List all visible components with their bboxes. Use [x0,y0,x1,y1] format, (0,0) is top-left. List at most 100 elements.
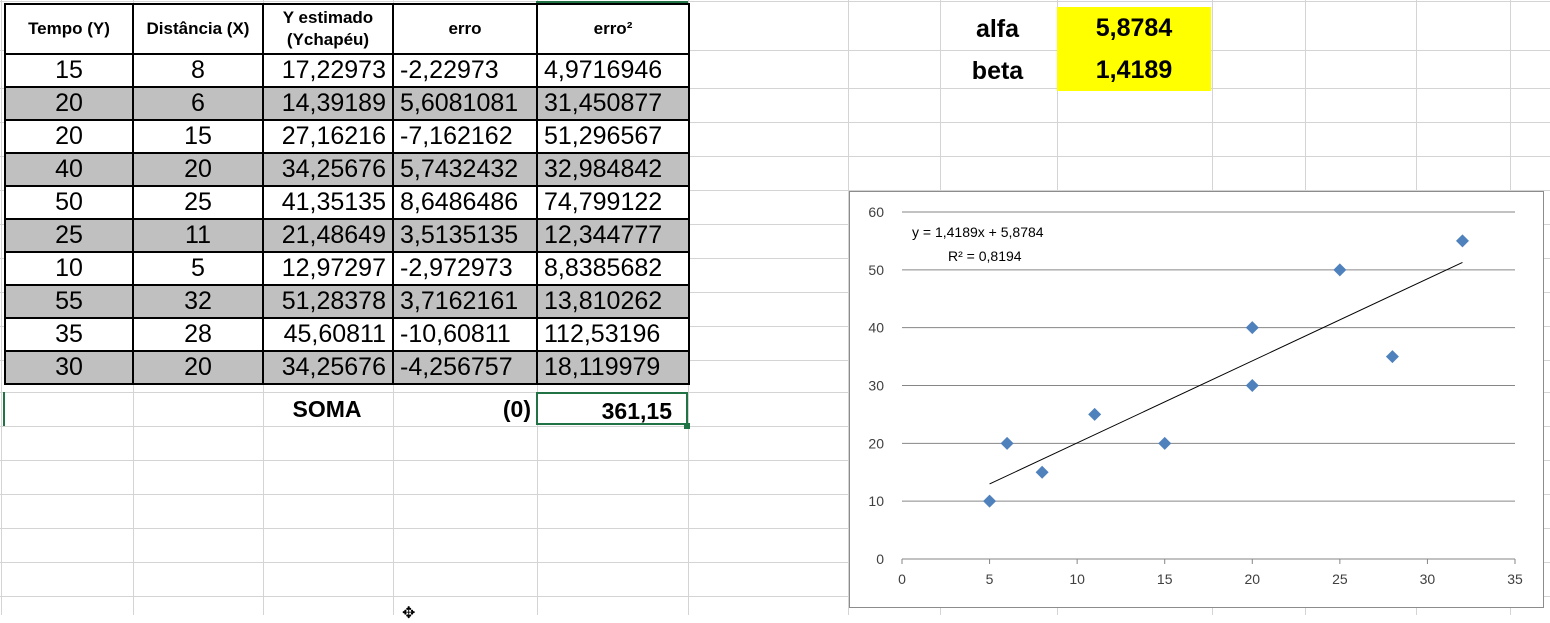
grid-line [0,528,1550,529]
fill-handle[interactable] [684,423,690,429]
grid-line [0,1,1550,2]
erro2-cell[interactable]: 4,9716946 [536,53,690,88]
header-distancia[interactable]: Distância (X) [132,3,264,55]
y-estimado-cell[interactable]: 51,28378 [262,284,394,319]
table-row: 25 11 21,48649 3,5135135 12,344777 [4,218,690,253]
distancia-cell[interactable]: 25 [132,185,264,220]
alfa-label[interactable]: alfa [975,15,1020,43]
data-point[interactable] [1088,407,1102,421]
y-estimado-cell[interactable]: 34,25676 [262,152,394,187]
x-tick-label: 30 [1420,571,1436,587]
distancia-cell[interactable]: 32 [132,284,264,319]
erro-cell[interactable]: 5,7432432 [392,152,538,187]
grid-line [1,0,2,615]
y-tick-label: 60 [868,204,884,220]
data-point[interactable] [1158,436,1172,450]
grid-line [0,292,1550,293]
grid-line [0,224,1550,225]
data-point[interactable] [1385,350,1399,364]
y-estimado-cell[interactable]: 45,60811 [262,317,394,352]
table-row: 20 6 14,39189 5,6081081 31,450877 [4,86,690,121]
erro-cell[interactable]: -2,972973 [392,251,538,286]
distancia-cell[interactable]: 6 [132,86,264,121]
soma-label[interactable]: SOMA [292,396,362,422]
erro2-cell[interactable]: 51,296567 [536,119,690,154]
y-estimado-cell[interactable]: 14,39189 [262,86,394,121]
header-tempo[interactable]: Tempo (Y) [4,3,134,55]
erro2-cell[interactable]: 8,8385682 [536,251,690,286]
erro-cell[interactable]: 5,6081081 [392,86,538,121]
data-point[interactable] [1245,321,1259,335]
tempo-cell[interactable]: 40 [4,152,134,187]
erro-cell[interactable]: 3,5135135 [392,218,538,253]
y-tick-label: 10 [868,493,884,509]
distancia-cell[interactable]: 5 [132,251,264,286]
grid-line [0,50,1550,51]
distancia-cell[interactable]: 11 [132,218,264,253]
distancia-cell[interactable]: 8 [132,53,264,88]
data-point[interactable] [1000,436,1014,450]
tempo-cell[interactable]: 50 [4,185,134,220]
erro-cell[interactable]: 3,7162161 [392,284,538,319]
tempo-cell[interactable]: 20 [4,86,134,121]
scatter-chart[interactable]: 0 10 20 30 40 50 60 0 5 10 15 20 25 30 35 y = 1,4189x … [849,191,1544,608]
grid-line [0,494,1550,495]
header-y-estimado[interactable]: Y estimado (Ychapéu) [262,3,394,55]
erro2-cell[interactable]: 13,810262 [536,284,690,319]
data-point[interactable] [1455,234,1469,248]
grid-line [0,596,1550,597]
tempo-cell[interactable]: 10 [4,251,134,286]
data-point[interactable] [1333,263,1347,277]
header-erro[interactable]: erro [392,3,538,55]
distancia-cell[interactable]: 28 [132,317,264,352]
erro-cell[interactable]: -2,22973 [392,53,538,88]
erro2-cell[interactable]: 31,450877 [536,86,690,121]
y-tick-label: 0 [876,551,884,567]
distancia-cell[interactable]: 20 [132,350,264,385]
table-row: 55 32 51,28378 3,7162161 13,810262 [4,284,690,319]
header-erro2[interactable]: erro² [536,3,690,55]
x-tick-label: 15 [1157,571,1173,587]
beta-value[interactable]: 1,4189 [1057,49,1211,91]
y-tick-label: 40 [868,320,884,336]
beta-label[interactable]: beta [971,57,1024,85]
erro2-cell[interactable]: 12,344777 [536,218,690,253]
data-point[interactable] [1035,465,1049,479]
table-row: 10 5 12,97297 -2,972973 8,8385682 [4,251,690,286]
tempo-cell[interactable]: 15 [4,53,134,88]
y-estimado-cell[interactable]: 21,48649 [262,218,394,253]
erro-cell[interactable]: 8,6486486 [392,185,538,220]
soma-erro-cell[interactable]: (0) [502,396,531,422]
tempo-cell[interactable]: 20 [4,119,134,154]
y-estimado-cell[interactable]: 17,22973 [262,53,394,88]
alfa-value[interactable]: 5,8784 [1057,7,1211,49]
grid-line [0,258,1550,259]
y-estimado-cell[interactable]: 12,97297 [262,251,394,286]
erro2-cell[interactable]: 18,119979 [536,350,690,385]
table-row: 40 20 34,25676 5,7432432 32,984842 [4,152,690,187]
grid-line [0,88,1550,89]
data-point[interactable] [1245,379,1259,392]
tempo-cell[interactable]: 35 [4,317,134,352]
trendline-equation: y = 1,4189x + 5,8784 [912,224,1044,240]
tempo-cell[interactable]: 55 [4,284,134,319]
erro2-cell[interactable]: 32,984842 [536,152,690,187]
data-point[interactable] [983,494,997,508]
erro2-cell[interactable]: 74,799122 [536,185,690,220]
erro-cell[interactable]: -4,256757 [392,350,538,385]
x-tick-label: 20 [1244,571,1260,587]
y-estimado-cell[interactable]: 27,16216 [262,119,394,154]
tempo-cell[interactable]: 30 [4,350,134,385]
chart-plot: 0 10 20 30 40 50 60 0 5 10 15 20 25 30 35 y = 1,4189x … [868,204,1523,587]
erro2-cell[interactable]: 112,53196 [536,317,690,352]
tempo-cell[interactable]: 25 [4,218,134,253]
soma-erro2-cell[interactable]: 361,15 [536,392,688,425]
distancia-cell[interactable]: 15 [132,119,264,154]
distancia-cell[interactable]: 20 [132,152,264,187]
y-estimado-cell[interactable]: 41,35135 [262,185,394,220]
grid-line [0,460,1550,461]
erro-cell[interactable]: -7,162162 [392,119,538,154]
y-tick-label: 30 [868,378,884,394]
erro-cell[interactable]: -10,60811 [392,317,538,352]
y-estimado-cell[interactable]: 34,25676 [262,350,394,385]
